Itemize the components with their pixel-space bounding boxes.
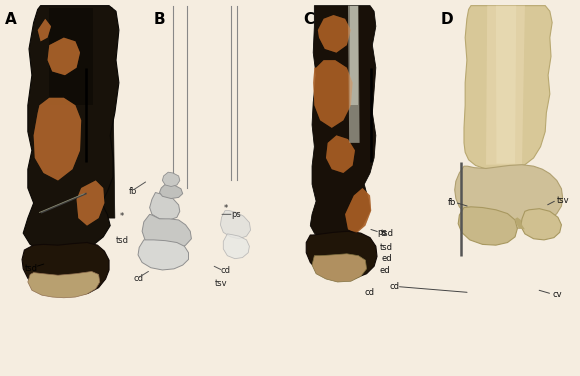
Polygon shape	[306, 231, 377, 279]
Text: C: C	[303, 12, 314, 27]
Polygon shape	[48, 38, 80, 75]
Text: B: B	[154, 12, 165, 27]
Polygon shape	[138, 240, 188, 270]
Polygon shape	[49, 8, 93, 105]
Text: tsd: tsd	[116, 236, 129, 245]
Text: tsv: tsv	[557, 196, 570, 205]
Polygon shape	[318, 15, 351, 53]
Polygon shape	[142, 214, 191, 251]
Polygon shape	[521, 209, 561, 240]
Text: tsd: tsd	[380, 243, 393, 252]
Polygon shape	[48, 38, 80, 75]
Text: cd: cd	[220, 266, 230, 275]
Polygon shape	[486, 6, 525, 165]
Polygon shape	[34, 98, 81, 180]
Polygon shape	[455, 165, 563, 228]
Polygon shape	[162, 172, 180, 186]
Text: ed: ed	[380, 266, 390, 275]
Polygon shape	[37, 8, 115, 218]
Polygon shape	[496, 6, 516, 164]
Text: ed: ed	[381, 254, 392, 263]
Text: cd: cd	[364, 288, 374, 297]
Polygon shape	[150, 193, 180, 220]
Text: cv: cv	[552, 290, 562, 299]
Polygon shape	[464, 6, 552, 170]
Polygon shape	[313, 60, 353, 128]
Polygon shape	[318, 15, 351, 53]
Text: fb: fb	[129, 186, 137, 196]
Polygon shape	[34, 98, 81, 180]
Polygon shape	[28, 271, 100, 298]
Text: tsd: tsd	[381, 229, 394, 238]
Text: A: A	[5, 12, 16, 27]
Text: D: D	[441, 12, 454, 27]
Polygon shape	[310, 6, 376, 241]
Polygon shape	[313, 60, 353, 128]
Polygon shape	[38, 19, 51, 41]
Text: *: *	[223, 204, 227, 213]
Polygon shape	[326, 135, 355, 173]
Text: tsv: tsv	[215, 279, 227, 288]
Polygon shape	[223, 234, 249, 259]
Polygon shape	[350, 6, 358, 105]
Text: fb: fb	[448, 198, 456, 207]
Polygon shape	[312, 254, 367, 282]
Polygon shape	[22, 243, 109, 295]
Text: ps: ps	[231, 210, 241, 219]
Polygon shape	[326, 135, 355, 173]
Polygon shape	[515, 217, 525, 229]
Text: ps: ps	[377, 228, 387, 237]
Polygon shape	[38, 19, 51, 41]
Polygon shape	[345, 188, 371, 233]
Text: cd: cd	[133, 274, 143, 284]
Polygon shape	[458, 207, 517, 245]
Polygon shape	[77, 180, 104, 226]
Polygon shape	[160, 183, 183, 199]
Polygon shape	[348, 6, 360, 143]
Polygon shape	[23, 6, 119, 254]
Text: tsd: tsd	[24, 264, 37, 273]
Text: cd: cd	[390, 282, 400, 291]
Text: *: *	[120, 212, 124, 221]
Polygon shape	[77, 180, 104, 226]
Polygon shape	[345, 188, 371, 233]
Polygon shape	[220, 211, 251, 239]
